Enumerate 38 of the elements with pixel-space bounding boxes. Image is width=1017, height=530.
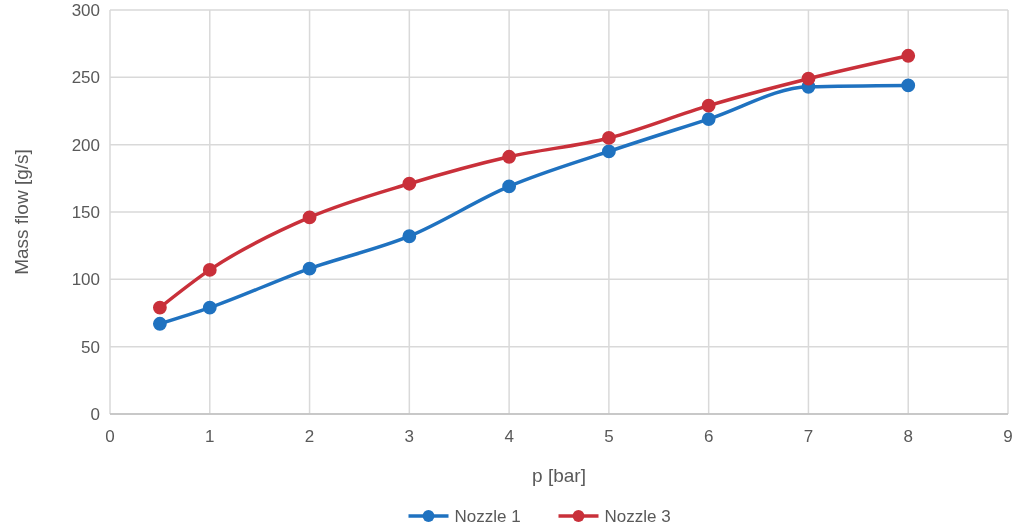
point xyxy=(901,78,916,93)
y-tick-label: 0 xyxy=(90,404,100,424)
point xyxy=(601,144,616,159)
point xyxy=(901,48,916,63)
x-tick-label: 3 xyxy=(404,427,415,446)
y-tick-label: 300 xyxy=(71,0,100,20)
point xyxy=(601,131,616,145)
point xyxy=(402,229,417,244)
x-axis-title: p [bar] xyxy=(532,465,586,486)
legend-label: Nozzle 1 xyxy=(454,506,521,526)
y-tick-label: 50 xyxy=(81,337,100,357)
x-tick-label: 0 xyxy=(105,427,115,446)
x-tick-label: 6 xyxy=(703,427,714,446)
point xyxy=(302,210,317,225)
point xyxy=(402,176,417,191)
point xyxy=(302,261,317,276)
point xyxy=(801,71,816,86)
point xyxy=(701,98,716,113)
x-tick-label: 2 xyxy=(304,427,315,446)
legend-label: Nozzle 3 xyxy=(604,506,671,526)
y-tick-label: 200 xyxy=(71,135,100,155)
x-tick-label: 8 xyxy=(903,427,913,446)
y-tick-label: 150 xyxy=(71,202,100,222)
y-axis-title: Mass flow [g/s] xyxy=(11,149,32,275)
point xyxy=(701,112,716,126)
x-tick-label: 5 xyxy=(604,427,614,446)
x-tick-label: 9 xyxy=(1003,427,1013,446)
point xyxy=(502,179,517,194)
x-tick-label: 4 xyxy=(504,427,514,446)
x-tick-label: 7 xyxy=(803,427,814,446)
x-tick-label: 1 xyxy=(205,427,215,446)
point xyxy=(152,300,167,315)
point xyxy=(502,149,517,164)
point xyxy=(152,316,167,331)
point xyxy=(202,300,217,315)
y-tick-label: 250 xyxy=(71,68,100,88)
point xyxy=(202,263,217,277)
y-tick-label: 100 xyxy=(71,270,100,290)
